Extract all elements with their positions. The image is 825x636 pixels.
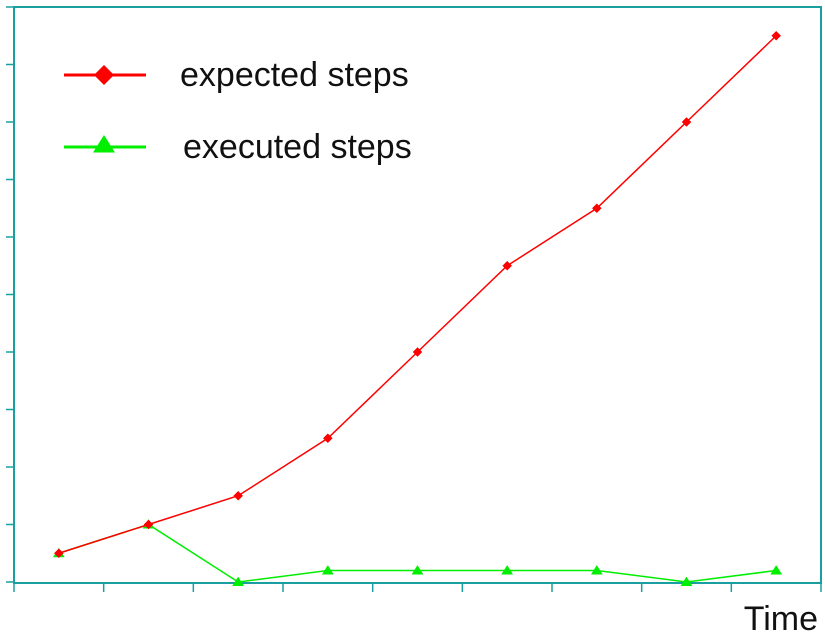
x-axis-label: Time bbox=[744, 600, 818, 636]
data-point-executed-steps bbox=[411, 565, 424, 575]
legend: expected steps executed steps bbox=[64, 56, 412, 166]
data-point-expected-steps bbox=[53, 548, 64, 559]
legend-label-executed-steps: executed steps bbox=[183, 128, 412, 166]
data-point-expected-steps bbox=[412, 347, 423, 357]
y-tick-group bbox=[6, 6, 14, 583]
legend-marker-expected-steps bbox=[94, 65, 114, 85]
data-point-expected-steps bbox=[322, 433, 333, 444]
data-point-expected-steps bbox=[502, 260, 513, 271]
data-point-expected-steps bbox=[681, 117, 692, 127]
data-point-executed-steps bbox=[232, 576, 245, 586]
data-point-expected-steps bbox=[771, 30, 782, 41]
data-point-expected-steps bbox=[233, 490, 244, 501]
data-point-executed-steps bbox=[680, 576, 693, 586]
data-point-executed-steps bbox=[590, 565, 603, 575]
data-point-executed-steps bbox=[770, 565, 783, 575]
data-point-expected-steps bbox=[591, 203, 602, 214]
data-point-executed-steps bbox=[501, 565, 514, 575]
data-point-expected-steps bbox=[143, 519, 154, 530]
series-group bbox=[52, 30, 783, 586]
legend-label-expected-steps: expected steps bbox=[180, 56, 409, 94]
plot-frame bbox=[13, 6, 822, 584]
legend-marker-executed-steps bbox=[93, 135, 115, 153]
x-tick-group bbox=[13, 582, 822, 592]
series-line-expected-steps bbox=[58, 35, 777, 554]
data-point-executed-steps bbox=[321, 565, 334, 575]
